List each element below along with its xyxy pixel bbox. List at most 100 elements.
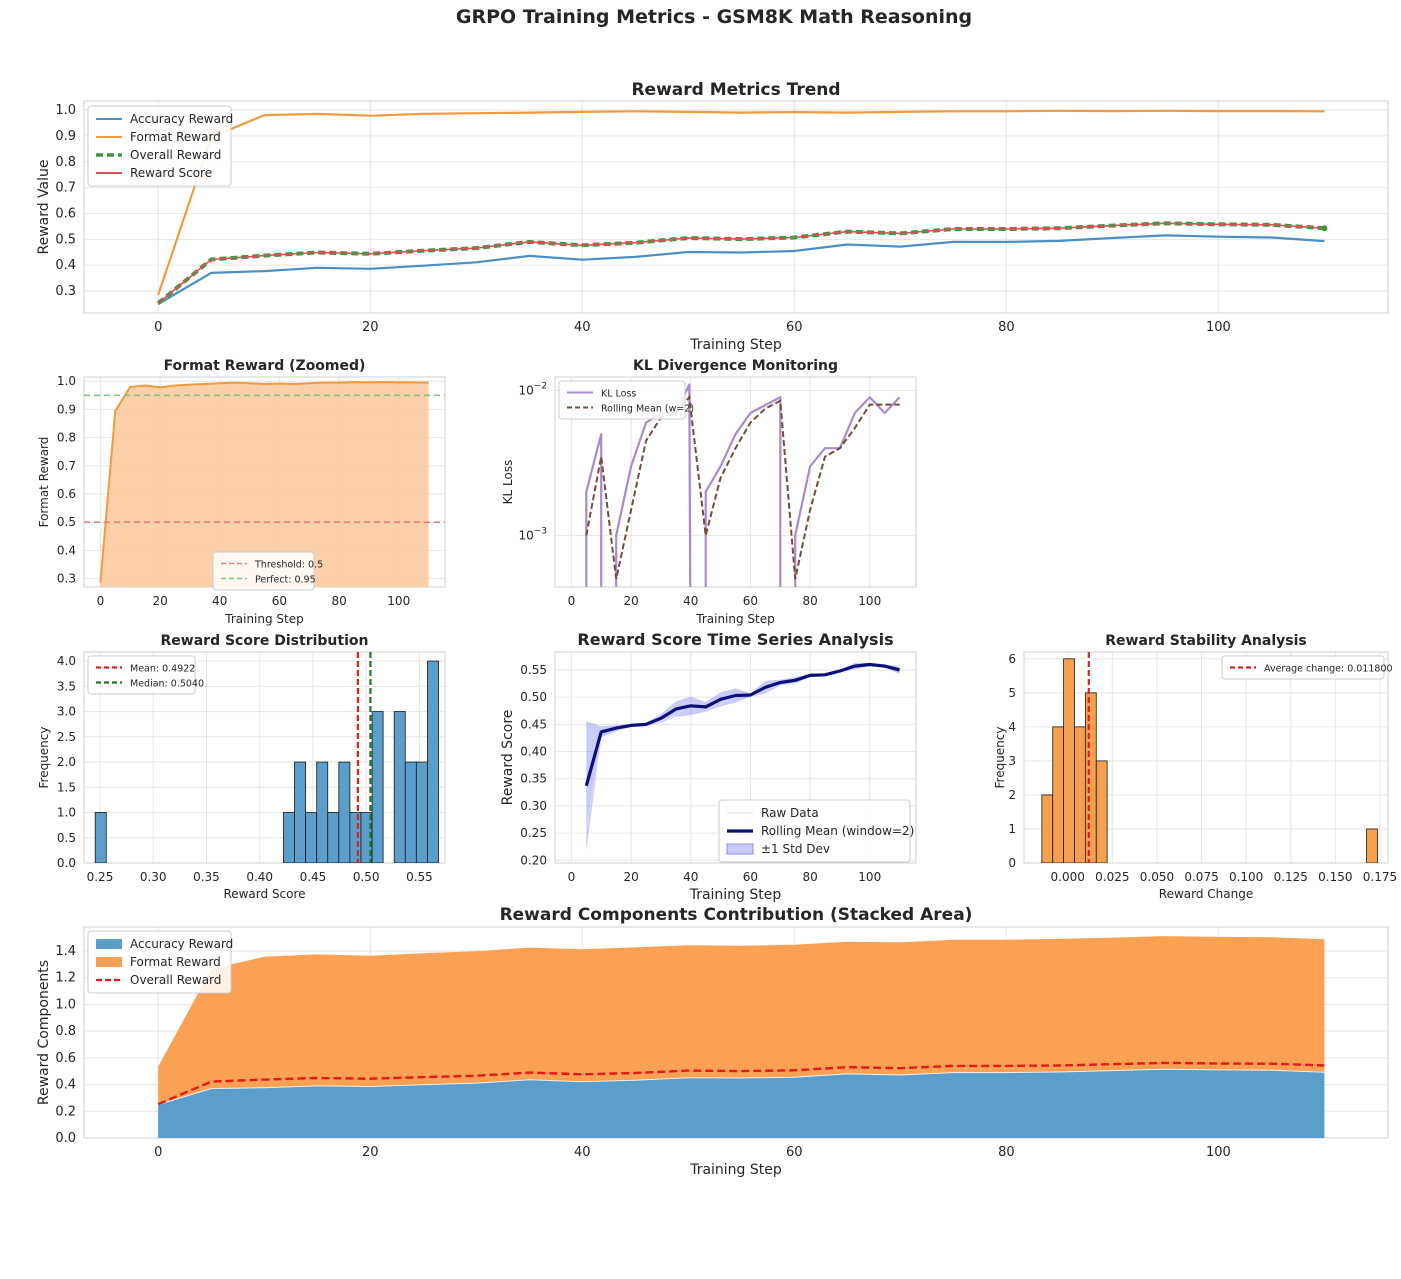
y-axis-label: Frequency [37,727,51,789]
y-tick-label: 4 [1008,720,1016,734]
y-tick-label: 4.0 [57,654,76,668]
histogram-bar [393,711,406,863]
y-axis-label: Reward Score [500,710,516,806]
kl-rolling-mean-line [585,394,900,580]
y-tick-label: 10−2 [518,382,547,398]
y-tick-label: 0.6 [55,1051,76,1066]
y-tick-label: 2.5 [57,730,76,744]
x-tick-label: 80 [998,1145,1015,1160]
y-tick-label: 1.0 [57,374,76,388]
x-tick-label: 80 [802,870,817,884]
x-tick-label: 60 [786,320,803,335]
x-tick-label: 0.40 [246,870,273,884]
plot-frame [83,100,1389,314]
histogram-bar [1084,692,1097,863]
x-tick-label: 40 [574,1145,591,1160]
x-axis-label: Training Step [689,337,782,353]
legend-label: Threshold: 0.5 [254,560,323,571]
x-tick-label: 20 [152,594,167,608]
y-tick-label: 0.3 [55,284,76,299]
x-tick-label: 0.100 [1229,870,1263,884]
x-tick-label: 20 [623,870,638,884]
y-tick-label: 0.2 [55,1104,76,1119]
y-tick-label: 0.45 [520,717,547,731]
y-tick-label: 0.4 [57,543,76,557]
x-tick-label: 80 [331,594,346,608]
y-tick-label: 0.20 [520,853,547,867]
legend-label: Median: 0.5040 [130,679,204,690]
legend-label: Accuracy Reward [130,937,233,951]
plot-frame [83,651,446,864]
y-tick-label: 0.0 [57,856,76,870]
area-boundary [158,1068,1325,1106]
x-tick-label: 40 [212,594,227,608]
plot-content [157,936,1325,1138]
y-axis-label: Format Reward [37,437,51,528]
y-tick-label: 0.4 [55,258,76,273]
y-tick-label: 3.0 [57,705,76,719]
legend-label: Rolling Mean (window=2) [761,824,914,838]
legend-label: Raw Data [761,806,819,820]
legend-box [718,799,911,863]
x-axis-label: Reward Change [1159,887,1253,901]
legend-label: Reward Score [130,166,212,180]
chart-title: Reward Score Distribution [161,633,369,649]
y-tick-label: 0.5 [57,515,76,529]
x-tick-label: 0.050 [1140,870,1174,884]
histogram-bar [294,761,307,863]
histogram-bar [404,761,417,863]
histogram-bar [327,812,340,863]
x-tick-label: 40 [683,594,698,608]
x-tick-label: 80 [998,320,1015,335]
y-tick-label: 3 [1008,754,1016,768]
y-tick-label: 0.30 [520,799,547,813]
y-tick-label: 0.8 [57,431,76,445]
x-tick-label: 0.125 [1274,870,1308,884]
legend-box [212,551,315,591]
y-tick-label: 1.2 [55,971,76,986]
x-tick-label: 60 [743,594,758,608]
y-tick-label: 1.0 [57,806,76,820]
y-tick-label: 6 [1008,652,1016,666]
x-tick-label: 0.025 [1095,870,1129,884]
y-tick-label: 0.5 [55,232,76,247]
chart-stability: 0.000 0.025 0.050 0.075 0.100 0.125 0.150 0.175… [993,633,1397,901]
series-line-format-reward [157,109,1325,296]
legend-label: Mean: 0.4922 [130,664,195,675]
x-tick-label: 0.45 [300,870,327,884]
y-tick-label: 3.5 [57,679,76,693]
y-axis-label: Frequency [993,727,1007,789]
histogram-bar [1095,760,1108,863]
x-tick-label: 0.075 [1184,870,1218,884]
y-tick-label: 0.6 [57,487,76,501]
x-axis-label: Training Step [689,1162,782,1178]
x-tick-label: 0.000 [1051,870,1085,884]
x-tick-label: 0 [568,870,576,884]
y-tick-label: 10−3 [518,526,547,542]
histogram-bar [1041,794,1054,863]
y-axis-label: Reward Value [36,159,52,254]
x-tick-label: 0 [97,594,105,608]
histogram-bar [415,761,428,863]
format-reward-line [99,381,429,583]
plot-content [156,109,1328,305]
x-tick-label: 0.50 [353,870,380,884]
histogram-bar [349,812,362,863]
y-tick-label: 0.35 [520,772,547,786]
y-tick-label: 1 [1008,822,1016,836]
chart-kl: 0 20 40 60 80 100 10−3 10−2 KL Divergence Monito… [501,358,917,626]
histogram-bar [316,761,329,863]
chart-title: Reward Stability Analysis [1105,633,1306,649]
x-tick-label: 0.25 [87,870,114,884]
legend-box [87,655,196,695]
chart-format_zoom: 0 20 40 60 80 100 0.3 0.4 0.5 0.6 0.7 0.8 0.9 1.0 Form… [37,358,446,626]
format-reward-area [100,382,429,587]
y-tick-label: 0.7 [57,459,76,473]
plot-content [1041,652,1378,863]
histogram-bar [371,711,384,863]
chart-trend: 0 20 40 60 80 100 0.3 0.4 0.5 0.6 0.7 0.8 0.9 1.0 Rewa… [36,80,1389,353]
x-tick-label: 0 [154,1145,162,1160]
plot-area [84,101,1388,313]
histogram-bar [305,812,318,863]
